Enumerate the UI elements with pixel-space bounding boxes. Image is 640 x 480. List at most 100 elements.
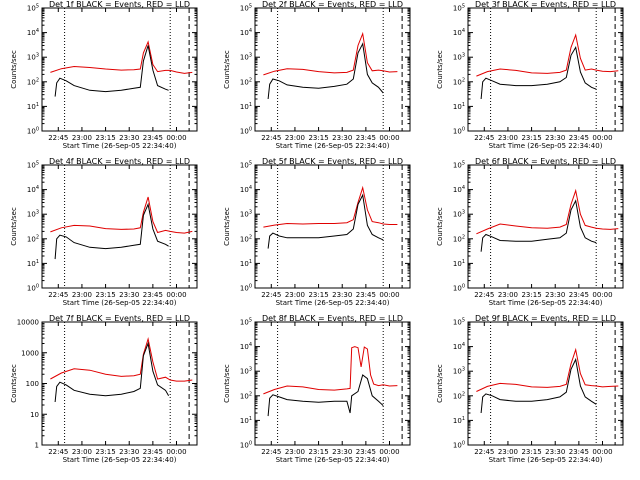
- y-tick-label: 103: [240, 367, 252, 376]
- x-axis-label: Start Time (26-Sep-05 22:34:40): [63, 142, 177, 150]
- series-line-events: [267, 193, 384, 249]
- series-line-events: [54, 202, 169, 260]
- x-tick-label: 23:45: [143, 134, 163, 142]
- plot-frame: [254, 164, 411, 289]
- x-tick-label: 23:00: [498, 291, 518, 299]
- y-tick-label: 104: [240, 28, 252, 37]
- x-tick-label: 00:00: [379, 134, 399, 142]
- panel-title: Det 5f BLACK = Events, RED = LLD: [262, 157, 403, 166]
- plot-frame: [467, 7, 624, 132]
- x-tick-label: 23:45: [143, 291, 163, 299]
- y-axis-label: Counts/sec: [223, 364, 231, 403]
- panel-3: Det 3f BLACK = Events, RED = LLD 100 101 10…: [436, 0, 624, 150]
- y-tick-label: 105: [27, 161, 39, 170]
- y-tick-label: 100: [453, 441, 465, 450]
- y-tick-label: 104: [453, 342, 465, 351]
- y-tick-label: 105: [453, 318, 465, 327]
- panel-8: Det 8f BLACK = Events, RED = LLD 100 101 10…: [223, 314, 411, 464]
- series-line-lld: [263, 31, 398, 76]
- x-tick-label: 23:45: [569, 291, 589, 299]
- x-tick-label: 22:45: [261, 291, 281, 299]
- y-tick-label: 102: [453, 391, 465, 400]
- x-tick-label: 23:15: [95, 448, 115, 456]
- series-line-events: [480, 357, 597, 414]
- x-tick-label: 00:00: [592, 448, 612, 456]
- y-tick-label: 104: [27, 28, 39, 37]
- x-tick-label: 23:45: [569, 448, 589, 456]
- y-tick-label: 101: [27, 102, 39, 111]
- y-axis-label: Counts/sec: [436, 50, 444, 89]
- panel-1: Det 1f BLACK = Events, RED = LLD 100 101 10…: [10, 0, 198, 150]
- x-tick-label: 23:00: [285, 134, 305, 142]
- y-axis-label: Counts/sec: [436, 364, 444, 403]
- y-tick-label: 105: [27, 4, 39, 13]
- series-line-lld: [263, 346, 398, 395]
- y-tick-label: 100: [27, 127, 39, 136]
- y-tick-label: 103: [240, 53, 252, 62]
- x-tick-label: 23:45: [356, 291, 376, 299]
- x-tick-label: 23:45: [356, 134, 376, 142]
- x-tick-label: 00:00: [166, 291, 186, 299]
- y-tick-label: 101: [240, 102, 252, 111]
- y-tick-label: 102: [27, 234, 39, 243]
- x-tick-label: 00:00: [166, 448, 186, 456]
- x-tick-label: 23:15: [521, 448, 541, 456]
- x-tick-label: 23:00: [72, 291, 92, 299]
- y-tick-label: 105: [453, 161, 465, 170]
- x-tick-label: 23:00: [72, 448, 92, 456]
- plot-frame: [467, 321, 624, 446]
- y-tick-label: 102: [453, 234, 465, 243]
- series-line-lld: [476, 33, 619, 77]
- y-tick-label: 100: [453, 284, 465, 293]
- y-tick-label: 100: [240, 441, 252, 450]
- panel-title: Det 1f BLACK = Events, RED = LLD: [49, 0, 190, 9]
- x-tick-label: 22:45: [474, 291, 494, 299]
- x-tick-label: 00:00: [379, 448, 399, 456]
- y-tick-label: 100: [453, 127, 465, 136]
- y-tick-label: 104: [240, 342, 252, 351]
- x-tick-label: 22:45: [261, 448, 281, 456]
- x-tick-label: 22:45: [48, 134, 68, 142]
- x-tick-label: 23:15: [308, 134, 328, 142]
- y-tick-label: 101: [240, 259, 252, 268]
- y-tick-label: 103: [453, 367, 465, 376]
- y-axis-label: Counts/sec: [10, 50, 18, 89]
- y-tick-label: 1: [35, 442, 39, 450]
- x-tick-label: 23:30: [119, 448, 139, 456]
- x-tick-label: 23:30: [545, 448, 565, 456]
- y-axis-label: Counts/sec: [223, 50, 231, 89]
- y-tick-label: 101: [453, 102, 465, 111]
- x-tick-label: 23:00: [72, 134, 92, 142]
- y-tick-label: 102: [240, 391, 252, 400]
- panel-title: Det 7f BLACK = Events, RED = LLD: [49, 314, 190, 323]
- x-tick-label: 22:45: [261, 134, 281, 142]
- y-tick-label: 102: [240, 77, 252, 86]
- y-tick-label: 10: [30, 411, 39, 419]
- y-tick-label: 104: [240, 185, 252, 194]
- y-tick-label: 103: [27, 53, 39, 62]
- x-axis-label: Start Time (26-Sep-05 22:34:40): [489, 456, 603, 464]
- series-line-lld: [50, 40, 193, 74]
- y-tick-label: 101: [453, 416, 465, 425]
- panel-title: Det 8f BLACK = Events, RED = LLD: [262, 314, 403, 323]
- x-tick-label: 23:15: [521, 291, 541, 299]
- x-tick-label: 23:30: [545, 291, 565, 299]
- x-tick-label: 23:15: [95, 291, 115, 299]
- x-axis-label: Start Time (26-Sep-05 22:34:40): [276, 456, 390, 464]
- x-axis-label: Start Time (26-Sep-05 22:34:40): [489, 142, 603, 150]
- y-axis-label: Counts/sec: [436, 207, 444, 246]
- y-tick-label: 104: [453, 28, 465, 37]
- y-tick-label: 103: [453, 53, 465, 62]
- y-tick-label: 10000: [17, 319, 39, 327]
- x-tick-label: 23:00: [285, 448, 305, 456]
- series-line-events: [267, 374, 384, 417]
- x-axis-label: Start Time (26-Sep-05 22:34:40): [63, 299, 177, 307]
- plot-frame: [467, 164, 624, 289]
- x-tick-label: 23:45: [356, 448, 376, 456]
- y-axis-label: Counts/sec: [10, 364, 18, 403]
- y-tick-label: 100: [240, 127, 252, 136]
- y-tick-label: 104: [453, 185, 465, 194]
- x-tick-label: 23:30: [119, 291, 139, 299]
- y-tick-label: 103: [240, 210, 252, 219]
